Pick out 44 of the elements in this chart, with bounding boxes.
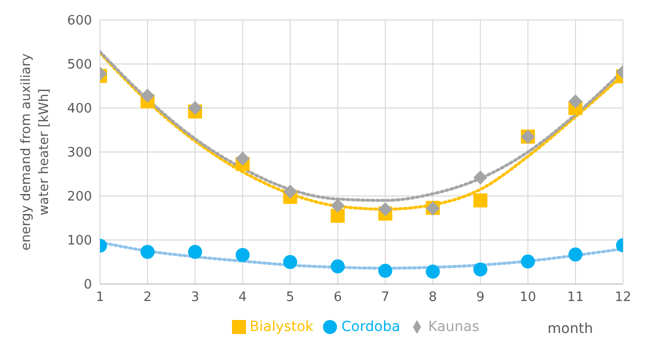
point: [188, 244, 202, 259]
x-tick-label: 7: [381, 290, 390, 306]
point: [236, 248, 250, 262]
point: [568, 248, 582, 262]
point: [378, 202, 392, 216]
point: [520, 254, 535, 269]
x-tick-label: 1: [96, 290, 104, 306]
y-axis-title: energy demand from auxiliary water heater [kWh]: [19, 53, 52, 251]
legend-label: Cordoba: [341, 319, 400, 335]
x-tick-label: 8: [428, 290, 437, 306]
point: [330, 208, 345, 223]
point: [283, 184, 298, 199]
x-axis-title: month: [548, 321, 593, 337]
point: [378, 264, 392, 278]
x-tick-label: 11: [567, 290, 584, 306]
y-tick-label: 0: [84, 278, 92, 293]
point: [426, 264, 440, 279]
point: [330, 259, 345, 274]
y-tick-label: 500: [67, 58, 92, 73]
legend-label: Kaunas: [428, 319, 480, 335]
y-tick-label: 100: [67, 234, 92, 249]
y-tick-label: 200: [67, 190, 92, 205]
x-tick-label: 6: [334, 290, 342, 306]
point: [473, 170, 488, 185]
point: [140, 88, 155, 103]
y-tick-label: 600: [67, 14, 92, 29]
x-tick-label: 5: [286, 290, 294, 306]
point: [473, 262, 488, 276]
y-tick-label: 300: [67, 146, 92, 161]
x-tick-label: 10: [520, 290, 536, 306]
x-tick-label: 9: [476, 290, 485, 306]
x-tick-label: 4: [238, 290, 247, 306]
legend-label: Bialystok: [250, 319, 314, 335]
x-tick-label: 12: [614, 290, 632, 306]
x-tick-label: 2: [143, 290, 152, 306]
point: [140, 244, 155, 259]
point: [236, 152, 250, 166]
point: [473, 193, 488, 208]
point: [568, 94, 582, 108]
y-tick-label: 400: [67, 102, 92, 117]
point: [330, 198, 345, 213]
point: [188, 101, 202, 115]
point: [283, 255, 298, 269]
x-tick-label: 3: [190, 290, 200, 306]
